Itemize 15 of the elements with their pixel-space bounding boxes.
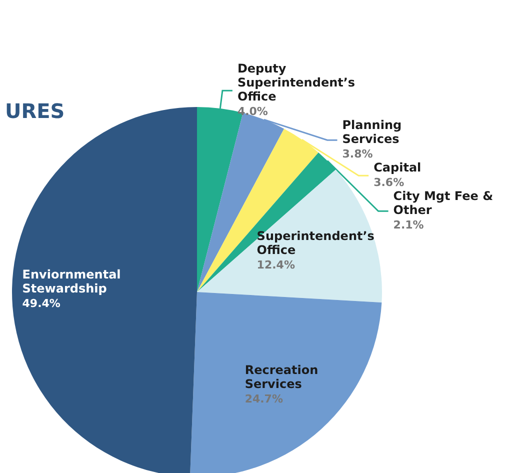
- data-label: 3.6%: [374, 176, 404, 190]
- data-label: 2.1%: [393, 218, 424, 232]
- data-label: 12.4%: [256, 258, 295, 272]
- slice-label: Planning Services: [342, 118, 402, 146]
- data-label: 4.0%: [237, 105, 268, 118]
- data-label: 3.8%: [342, 148, 373, 161]
- slice-label: Deputy Superintendent’s Office: [237, 62, 356, 104]
- slice-label: City Mgt Fee & Other: [393, 189, 494, 218]
- slice-label: Enviornmental Stewardship: [22, 268, 121, 296]
- data-label: 49.4%: [22, 297, 60, 310]
- slice-label: Capital: [374, 160, 422, 175]
- data-label: 24.7%: [244, 392, 283, 406]
- slice-label: Superintendent’s Office: [256, 228, 374, 257]
- text: URES: [5, 99, 65, 123]
- slice-label: Recreation Services: [244, 362, 318, 391]
